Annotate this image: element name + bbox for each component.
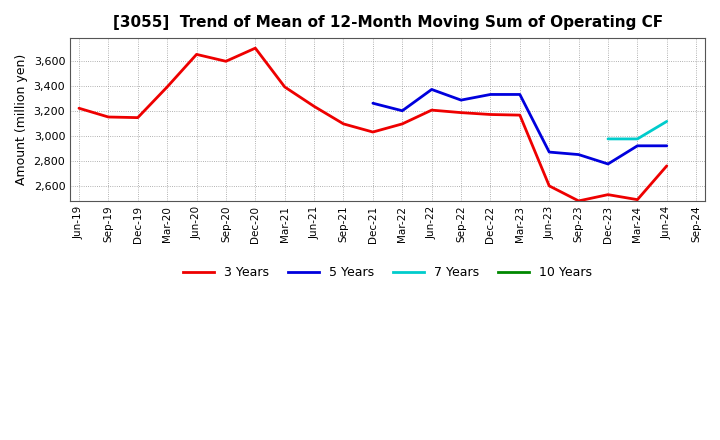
Title: [3055]  Trend of Mean of 12-Month Moving Sum of Operating CF: [3055] Trend of Mean of 12-Month Moving … — [112, 15, 662, 30]
Legend: 3 Years, 5 Years, 7 Years, 10 Years: 3 Years, 5 Years, 7 Years, 10 Years — [178, 261, 598, 284]
Y-axis label: Amount (million yen): Amount (million yen) — [15, 54, 28, 185]
